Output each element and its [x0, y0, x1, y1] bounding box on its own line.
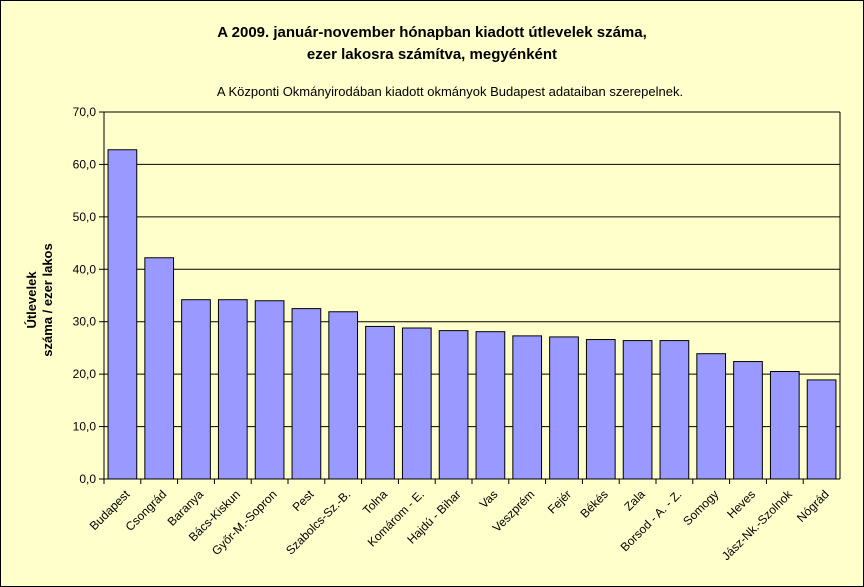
chart-title-line1: A 2009. január-november hónapban kiadott… — [217, 24, 647, 41]
bar-1 — [144, 257, 175, 480]
chart-title: A 2009. január-november hónapban kiadott… — [0, 22, 864, 66]
x-tick-label: Nógrád — [794, 487, 832, 525]
plot-area: 0,010,020,030,040,050,060,070,0BudapestC… — [73, 105, 841, 564]
y-tick-label: 10,0 — [73, 420, 97, 434]
y-tick-label: 0,0 — [79, 472, 96, 486]
x-tick-label: Jász-Nk.-Szolnok — [719, 487, 796, 564]
bar-17 — [733, 361, 763, 480]
y-tick-label: 70,0 — [73, 105, 97, 119]
x-tick-label: Fejér — [545, 487, 574, 516]
y-tick-label: 40,0 — [73, 262, 97, 276]
bar-2 — [181, 299, 211, 480]
bar-8 — [401, 327, 432, 480]
bar-7 — [365, 325, 395, 480]
bar-16 — [696, 353, 727, 480]
bar-19 — [806, 379, 837, 480]
x-tick-label: Tolna — [360, 487, 390, 517]
y-tick-label: 30,0 — [73, 315, 97, 329]
bar-13 — [585, 339, 616, 480]
y-axis-label-line1: Útlevelek — [24, 271, 39, 329]
x-tick-label: Győr-M.-Sopron — [209, 487, 280, 558]
bar-10 — [475, 331, 506, 480]
bar-12 — [549, 336, 579, 480]
y-axis-label-line2: száma / ezer lakos — [40, 243, 55, 356]
x-tick-label: Békés — [577, 487, 610, 520]
bar-0 — [107, 149, 138, 480]
y-tick-label: 50,0 — [73, 210, 97, 224]
x-tick-label: Somogy — [680, 487, 721, 528]
y-tick-label: 60,0 — [73, 157, 97, 171]
bar-5 — [291, 308, 322, 480]
bar-9 — [438, 330, 469, 480]
x-tick-label: Pest — [290, 487, 317, 514]
x-tick-label: Heves — [724, 487, 758, 521]
plot-background — [104, 112, 840, 479]
bar-11 — [512, 335, 543, 480]
bar-15 — [659, 340, 690, 480]
x-tick-label: Zala — [621, 487, 648, 514]
bar-4 — [254, 300, 285, 480]
x-tick-label: Szabolcs-Sz.-B. — [283, 487, 353, 557]
chart-subtitle: A Központi Okmányirodában kiadott okmány… — [216, 84, 684, 99]
bar-14 — [622, 340, 653, 480]
bar-18 — [769, 371, 800, 480]
y-tick-label: 20,0 — [73, 367, 97, 381]
bar-3 — [217, 299, 248, 480]
bar-6 — [328, 311, 359, 480]
y-axis-label: Útlevelek száma / ezer lakos — [24, 243, 55, 356]
chart-title-line2: ezer lakosra számítva, megyénként — [306, 46, 558, 63]
x-tick-label: Vas — [477, 487, 501, 511]
